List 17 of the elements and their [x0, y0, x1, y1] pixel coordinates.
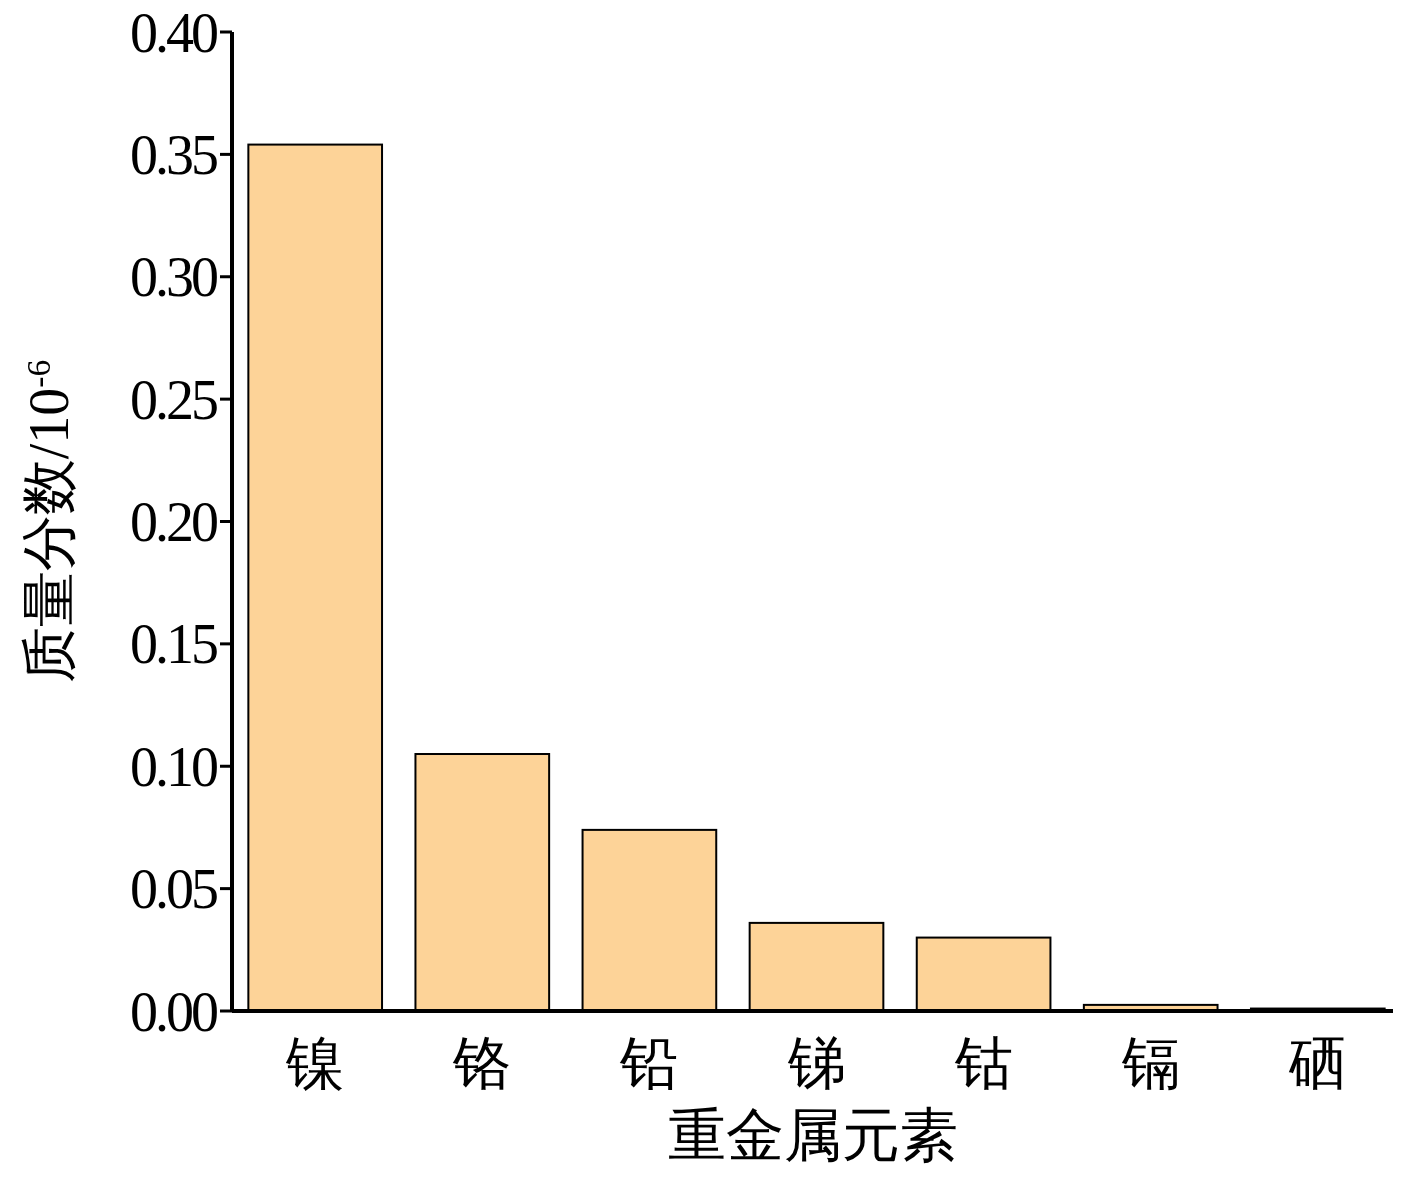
y-tick-label: 0.20	[130, 491, 217, 554]
x-tick-label: 锑	[786, 1031, 846, 1096]
x-tick-label: 钴	[953, 1031, 1013, 1096]
x-axis-title: 重金属元素	[667, 1103, 958, 1168]
x-tick-label: 硒	[1287, 1031, 1347, 1096]
x-tick-label: 镍	[285, 1031, 345, 1096]
y-tick-label: 0.00	[130, 980, 217, 1043]
y-tick-label: 0.10	[130, 735, 217, 798]
y-tick-label: 0.35	[130, 123, 217, 186]
y-tick-label: 0.40	[130, 1, 217, 64]
y-tick-label: 0.05	[130, 858, 217, 921]
y-tick-label: 0.30	[130, 246, 217, 309]
y-tick-label: 0.15	[130, 613, 217, 676]
x-tick-label: 铬	[452, 1031, 512, 1096]
y-tick-label: 0.25	[130, 368, 217, 431]
x-tick-label: 镉	[1120, 1031, 1180, 1096]
x-tick-label: 铅	[619, 1031, 679, 1096]
